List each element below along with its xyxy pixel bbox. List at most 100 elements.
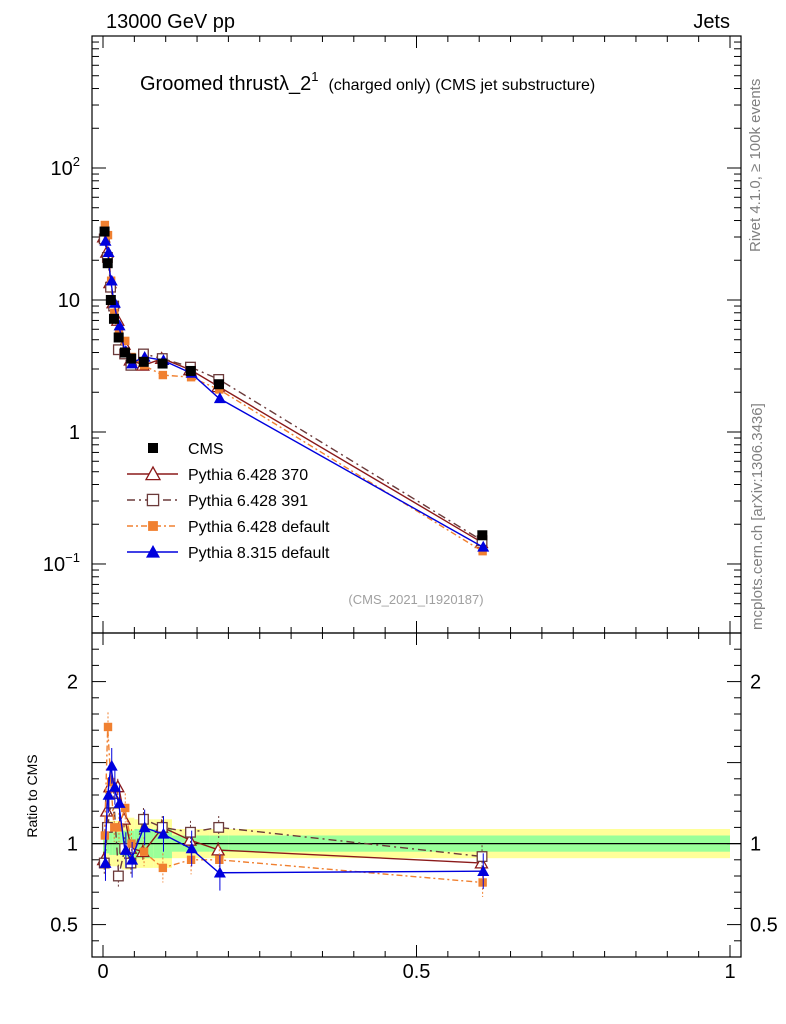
pythia8-point [213, 866, 226, 878]
cms-data-point [105, 294, 116, 305]
pythia-default-point [215, 385, 224, 394]
pythia8-point [99, 234, 112, 246]
pythia-370-point [182, 833, 197, 846]
cms-data-point [108, 313, 119, 324]
rivet-version-label: Rivet 4.1.0, ≥ 100k events [747, 79, 764, 252]
header-jets-label: Jets [693, 11, 730, 33]
ratio-y-tick-label-right: 0.5 [750, 915, 778, 937]
cms-data-series [99, 226, 488, 541]
pythia8-point [477, 540, 490, 552]
main-y-tick-label: 102 [51, 154, 80, 180]
pythia8-point [102, 246, 115, 258]
pythia-391-point [146, 493, 160, 507]
tick-base: 10 [51, 158, 73, 180]
legend: CMS Pythia 6.428 370 Pythia 6.428 391 Pythi… [127, 441, 330, 562]
pythia-default-point [103, 722, 113, 732]
pythia-370-point [144, 465, 162, 481]
cms-data-point [213, 379, 224, 390]
mcplots-credit-label: mcplots.cern.ch [arXiv:1306.3436] [749, 403, 766, 630]
chart-title: Groomed thrustλ_21 (charged only) (CMS je… [140, 69, 595, 95]
pythia-default-point [158, 370, 168, 380]
cms-data-point [99, 226, 110, 237]
pythia-370-point [210, 842, 226, 856]
pythia8-point [213, 392, 226, 404]
pythia8-point [113, 319, 126, 331]
pythia-default-point [110, 823, 119, 832]
pythia8-point [102, 789, 115, 800]
pythia-default-point [127, 839, 136, 848]
cms-data-point [157, 358, 168, 369]
cms-data-point [113, 332, 124, 343]
x-tick-label: 1 [724, 961, 735, 983]
pythia-default-point [186, 855, 196, 864]
main-y-tick-label: 10 [58, 290, 80, 312]
cms-data-point [477, 530, 488, 541]
chart-subtitle: (charged only) (CMS jet substructure) [328, 77, 595, 94]
pythia8-point [119, 844, 132, 855]
pythia-default-point [158, 863, 168, 873]
tick-exponent: 2 [73, 154, 80, 169]
cms-data-point [148, 443, 158, 453]
pythia-default-point [106, 777, 116, 787]
ratio-y-tick-label: 1 [67, 834, 78, 856]
ratio-y-tick-label: 0.5 [50, 915, 78, 937]
ratio-y-axis-label: Ratio to CMS [24, 754, 40, 837]
pythia-391-point [213, 821, 225, 833]
pythia8-point [185, 842, 198, 854]
ratio-y-tick-label-right: 1 [750, 834, 761, 856]
pythia8-point [113, 797, 126, 808]
tick-exponent: −1 [65, 550, 80, 565]
pythia-default-point [121, 803, 130, 813]
pythia-default-point [114, 328, 124, 337]
main-y-tick-label: 1 [69, 422, 80, 444]
header-energy-label: 13000 GeV pp [106, 11, 235, 33]
analysis-watermark: (CMS_2021_I1920187) [348, 592, 483, 607]
pythia8-point [126, 853, 139, 865]
pythia-370-point [474, 855, 489, 869]
pythia-391-point [112, 870, 124, 882]
tick-base: 10 [43, 554, 65, 576]
legend-label: Pythia 6.428 391 [188, 493, 308, 510]
legend-label: Pythia 6.428 default [188, 519, 330, 536]
ratio-y-tick-label-right: 2 [750, 672, 761, 694]
ratio-plot-frame [91, 632, 742, 958]
legend-label: Pythia 6.428 370 [188, 467, 308, 484]
chart-title-main: Groomed thrustλ_2 [140, 73, 311, 95]
pythia-391-point [476, 851, 488, 863]
ratio-y-tick-label: 2 [67, 672, 78, 694]
series-group [99, 234, 490, 891]
cms-data-point [102, 258, 113, 269]
pythia-default-point [100, 220, 110, 230]
pythia-default-point [110, 308, 119, 317]
cms-data-point [119, 347, 130, 358]
pythia8-point [146, 545, 160, 558]
x-tick-label: 0.5 [403, 961, 431, 983]
pythia8-point [138, 821, 151, 833]
pythia8-point [108, 780, 121, 792]
legend-label: Pythia 8.315 default [188, 545, 330, 562]
pythia-391-point [185, 826, 196, 838]
pythia-default-point [121, 336, 130, 346]
main-plot-frame [91, 35, 742, 634]
pythia-default-point [100, 831, 110, 840]
cms-data-point [138, 356, 149, 367]
pythia8-point [157, 827, 170, 839]
chart-title-sup: 1 [311, 69, 318, 84]
series-layer [96, 220, 490, 898]
pythia-default-point [478, 878, 487, 887]
pythia8-point [105, 274, 118, 286]
pythia-default-point [148, 521, 158, 531]
pythia-default-point [114, 823, 124, 832]
pythia-default-point [215, 855, 224, 864]
pythia8-point [99, 857, 112, 868]
legend-label: CMS [188, 441, 224, 458]
x-tick-label: 0 [97, 961, 108, 983]
pythia-391-point [138, 813, 149, 825]
pythia-default-point [139, 847, 149, 856]
main-y-tick-label: 10−1 [43, 550, 80, 576]
pythia8-point [105, 759, 118, 771]
cms-data-point [185, 365, 196, 376]
pythia8-point [477, 865, 490, 876]
